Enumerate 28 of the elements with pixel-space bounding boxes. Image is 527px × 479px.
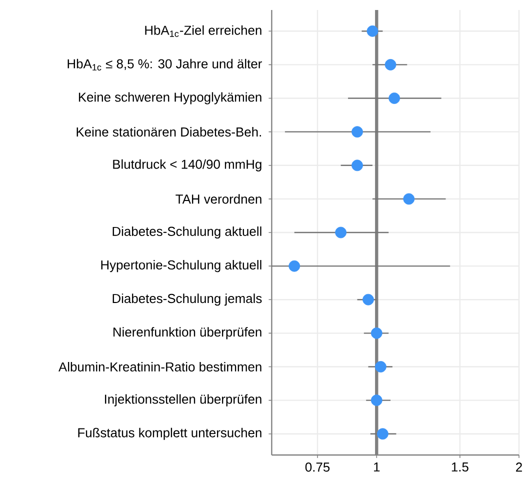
y-tick-label: Injektionsstellen überprüfen [105,394,262,406]
y-tick-label: Fußstatus komplett untersuchen [78,428,262,440]
point [384,59,396,70]
y-tick-label: TAH verordnen [176,194,262,204]
point [388,92,400,104]
y-tick-label: HbA$_{1c}$ ≤ 8,5 %: 30 Jahre und älter [68,58,262,71]
y-tick-label: Diabetes-Schulung aktuell [112,226,262,239]
x-tick-label: 0.75 [305,462,330,472]
point [335,226,347,238]
x-tick-label: 1.5 [452,462,468,472]
point [375,361,386,372]
point [370,327,382,339]
y-tick-label: Nierenfunktion überprüfen [113,327,262,340]
y-tick-label: HbA$_{1c}$-Ziel erreichen [145,25,262,37]
point [377,428,388,440]
x-tick-label: 1 [374,462,380,472]
point [352,126,363,138]
point [352,160,363,172]
x-tick-label: 2 [516,462,522,472]
y-tick-label: Diabetes-Schulung jemals [112,294,262,306]
y-tick-label: Hypertonie-Schulung aktuell [101,260,262,272]
point [370,394,382,406]
y-tick-label: Blutdruck < 140/90 mmHg [113,159,262,172]
y-tick-label: Albumin-Kreatinin-Ratio bestimmen [58,362,262,372]
point [366,25,378,37]
y-tick-label: Keine stationären Diabetes-Beh. [76,127,261,137]
y-tick-label: Keine schweren Hypoglykämien [78,92,262,104]
point [362,294,374,306]
